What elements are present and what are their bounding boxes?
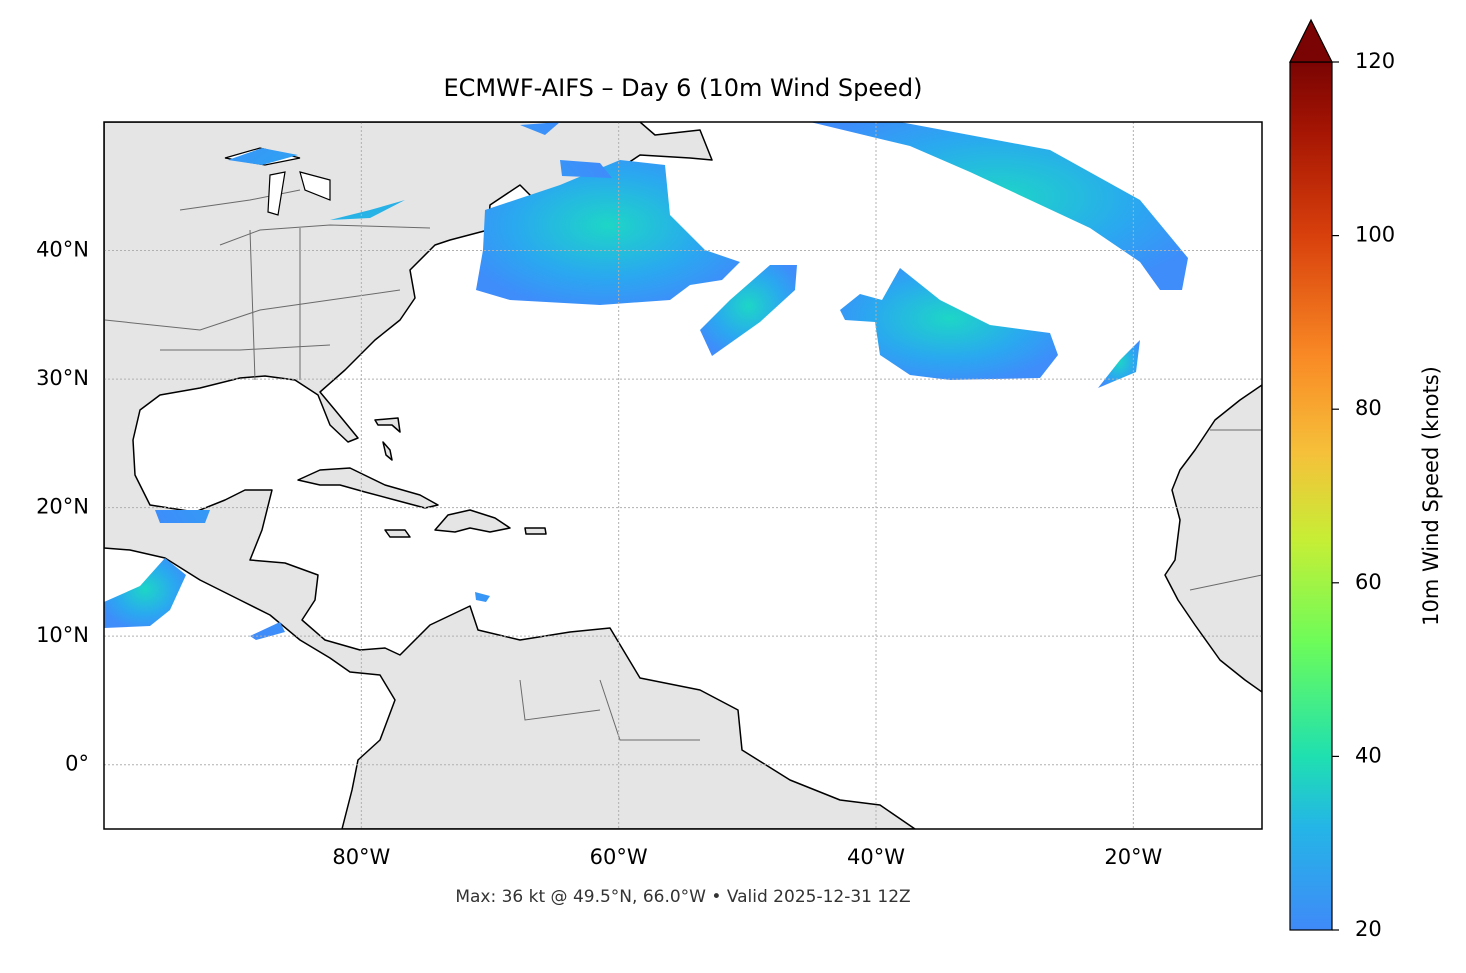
jamaica (384, 529, 411, 538)
puerto-rico (524, 527, 547, 535)
footer-note: Max: 36 kt @ 49.5°N, 66.0°W • Valid 2025… (455, 887, 910, 907)
colorbar-tick-label: 120 (1355, 49, 1395, 73)
y-tick-label: 0° (65, 752, 89, 776)
x-tick-label: 60°W (590, 845, 648, 869)
y-tick-label: 20°N (36, 495, 89, 519)
wind-field (810, 122, 1188, 290)
chart-title: ECMWF-AIFS – Day 6 (10m Wind Speed) (443, 74, 922, 102)
americas (104, 122, 916, 829)
colorbar-axis: 20 40 60 80 100 120 (1332, 49, 1395, 941)
wind-field (155, 122, 612, 640)
africa (1164, 384, 1262, 693)
map-area (104, 122, 1262, 829)
y-tick-label: 10°N (36, 623, 89, 647)
map-frame (103, 121, 1263, 830)
y-tick-label: 40°N (36, 238, 89, 262)
great-lakes (224, 147, 331, 216)
colorbar (1289, 61, 1333, 931)
colorbar-tick-label: 60 (1355, 570, 1382, 594)
wind-field (700, 265, 797, 356)
axes: 80°W 60°W 40°W 20°W 0° 10°N 20°N 30°N 40°N (36, 238, 1162, 869)
colorbar-tick-label: 100 (1355, 223, 1395, 247)
bahamas (374, 417, 401, 461)
cuba (297, 467, 439, 509)
colorbar-tick-label: 40 (1355, 743, 1382, 767)
x-tick-label: 20°W (1104, 845, 1162, 869)
colorbar-extend (1289, 18, 1333, 63)
hispaniola (434, 509, 511, 533)
wind-field (1098, 340, 1140, 388)
x-tick-label: 80°W (332, 845, 390, 869)
wind-field (476, 160, 740, 305)
y-tick-label: 30°N (36, 366, 89, 390)
colorbar-label: 10m Wind Speed (knots) (1419, 366, 1443, 626)
x-tick-label: 40°W (847, 845, 905, 869)
colorbar-tick-label: 20 (1355, 917, 1382, 941)
colorbar-tick-label: 80 (1355, 396, 1382, 420)
wind-field (104, 558, 186, 628)
borders (104, 189, 1262, 741)
wind-field (840, 268, 1058, 380)
gridlines (104, 122, 1262, 829)
